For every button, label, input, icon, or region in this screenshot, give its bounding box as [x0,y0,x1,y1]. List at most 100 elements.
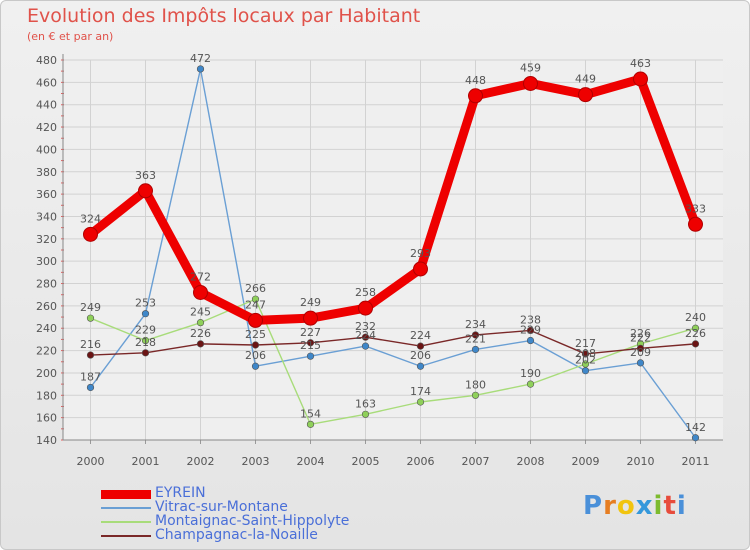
proxiti-logo: Proxiti [583,491,687,521]
data-point-champagnac-la-noaille [471,331,480,339]
data-label-vitrac-sur-montane: 215 [300,339,321,352]
data-point-montaignac-saint-hippolyte [581,360,590,368]
data-label-vitrac-sur-montane: 229 [520,324,541,337]
data-point-champagnac-la-noaille [196,340,205,348]
data-point-vitrac-sur-montane [306,352,315,360]
y-tick-label: 400 [36,143,57,156]
data-point-montaignac-saint-hippolyte [86,314,95,322]
x-tick-label: 2010 [627,455,655,468]
data-point-vitrac-sur-montane [471,345,480,354]
data-label-vitrac-sur-montane: 253 [135,297,156,310]
y-tick-label: 420 [36,121,57,134]
data-label-champagnac-la-noaille: 238 [520,313,541,326]
data-label-vitrac-sur-montane: 202 [575,354,596,367]
y-tick-label: 340 [36,210,57,223]
legend-label: Vitrac-sur-Montane [155,499,288,515]
data-point-montaignac-saint-hippolyte [416,398,425,406]
data-label-vitrac-sur-montane: 206 [410,349,431,362]
x-tick-label: 2006 [407,455,435,468]
data-point-vitrac-sur-montane [526,336,535,345]
data-label-eyrein: 463 [630,57,651,70]
data-point-champagnac-la-noaille [691,340,700,348]
data-point-champagnac-la-noaille [416,342,425,350]
chart-title: Evolution des Impôts locaux par Habitant [27,5,421,27]
y-tick-label: 140 [36,434,57,447]
logo-letter: t [663,491,677,521]
data-point-vitrac-sur-montane [141,310,150,318]
y-tick-label: 480 [36,54,57,67]
data-point-champagnac-la-noaille [581,350,590,358]
y-tick-label: 260 [36,300,57,313]
data-label-montaignac-saint-hippolyte: 180 [465,378,486,391]
data-label-champagnac-la-noaille: 226 [190,327,211,340]
data-point-vitrac-sur-montane [361,342,370,350]
data-label-champagnac-la-noaille: 227 [300,326,321,339]
data-label-champagnac-la-noaille: 224 [410,329,431,342]
data-point-eyrein [688,216,703,232]
series-line-champagnac-la-noaille [89,329,697,356]
data-point-montaignac-saint-hippolyte [361,410,370,418]
legend-swatch [101,521,151,523]
data-point-champagnac-la-noaille [636,344,645,352]
data-point-montaignac-saint-hippolyte [196,319,205,327]
data-label-eyrein: 324 [80,212,101,225]
data-label-vitrac-sur-montane: 209 [630,346,651,359]
data-point-eyrein [358,300,373,316]
series-line-vitrac-sur-montane [89,68,697,439]
data-label-montaignac-saint-hippolyte: 266 [245,282,266,295]
logo-letter: i [653,491,664,521]
data-point-vitrac-sur-montane [86,383,95,392]
data-label-eyrein: 333 [685,202,706,215]
chart-subtitle: (en € et par an) [27,30,114,43]
logo-letter: x [635,491,654,521]
axis-layer: 140 160 180 200 220 240 260 280 300 320 340 360 380 4… [36,54,723,468]
y-tick-label: 320 [36,233,57,246]
data-label-champagnac-la-noaille: 217 [575,337,596,350]
data-point-champagnac-la-noaille [526,326,535,335]
x-tick-label: 2005 [352,455,380,468]
y-tick-label: 160 [36,412,57,425]
y-tick-label: 280 [36,278,57,291]
data-label-montaignac-saint-hippolyte: 154 [300,407,321,420]
data-point-champagnac-la-noaille [306,339,315,347]
data-label-vitrac-sur-montane: 206 [245,349,266,362]
grid-layer [63,59,723,441]
x-tick-label: 2000 [77,455,105,468]
data-label-vitrac-sur-montane: 224 [355,329,376,342]
legend-label: Montaignac-Saint-Hippolyte [155,513,350,529]
data-point-vitrac-sur-montane [636,359,645,367]
data-label-eyrein: 459 [520,61,541,74]
data-label-eyrein: 448 [465,74,486,87]
data-point-eyrein [578,87,593,103]
data-label-eyrein: 249 [300,296,321,309]
data-point-vitrac-sur-montane [691,434,700,442]
y-tick-label: 440 [36,99,57,112]
data-point-montaignac-saint-hippolyte [526,380,535,388]
data-label-champagnac-la-noaille: 234 [465,318,486,331]
data-label-champagnac-la-noaille: 216 [80,338,101,351]
x-tick-label: 2008 [517,455,545,468]
data-label-eyrein: 363 [135,169,156,182]
data-label-champagnac-la-noaille: 222 [630,331,651,344]
data-point-champagnac-la-noaille [361,333,370,341]
data-label-vitrac-sur-montane: 221 [465,332,486,345]
y-tick-label: 460 [36,76,57,89]
logo-letter: P [583,491,604,521]
y-tick-label: 220 [36,345,57,358]
data-point-eyrein [248,312,263,328]
y-tick-label: 360 [36,188,57,201]
legend-label: EYREIN [155,485,206,501]
y-tick-label: 200 [36,367,57,380]
data-label-montaignac-saint-hippolyte: 190 [520,367,541,380]
data-label-eyrein: 449 [575,73,596,86]
x-tick-label: 2007 [462,455,490,468]
data-label-montaignac-saint-hippolyte: 163 [355,397,376,410]
data-label-champagnac-la-noaille: 225 [245,328,266,341]
y-tick-label: 180 [36,389,57,402]
series-line-montaignac-saint-hippolyte [89,298,697,426]
data-point-montaignac-saint-hippolyte [251,295,260,303]
data-label-montaignac-saint-hippolyte: 229 [135,324,156,337]
data-point-vitrac-sur-montane [581,367,590,375]
